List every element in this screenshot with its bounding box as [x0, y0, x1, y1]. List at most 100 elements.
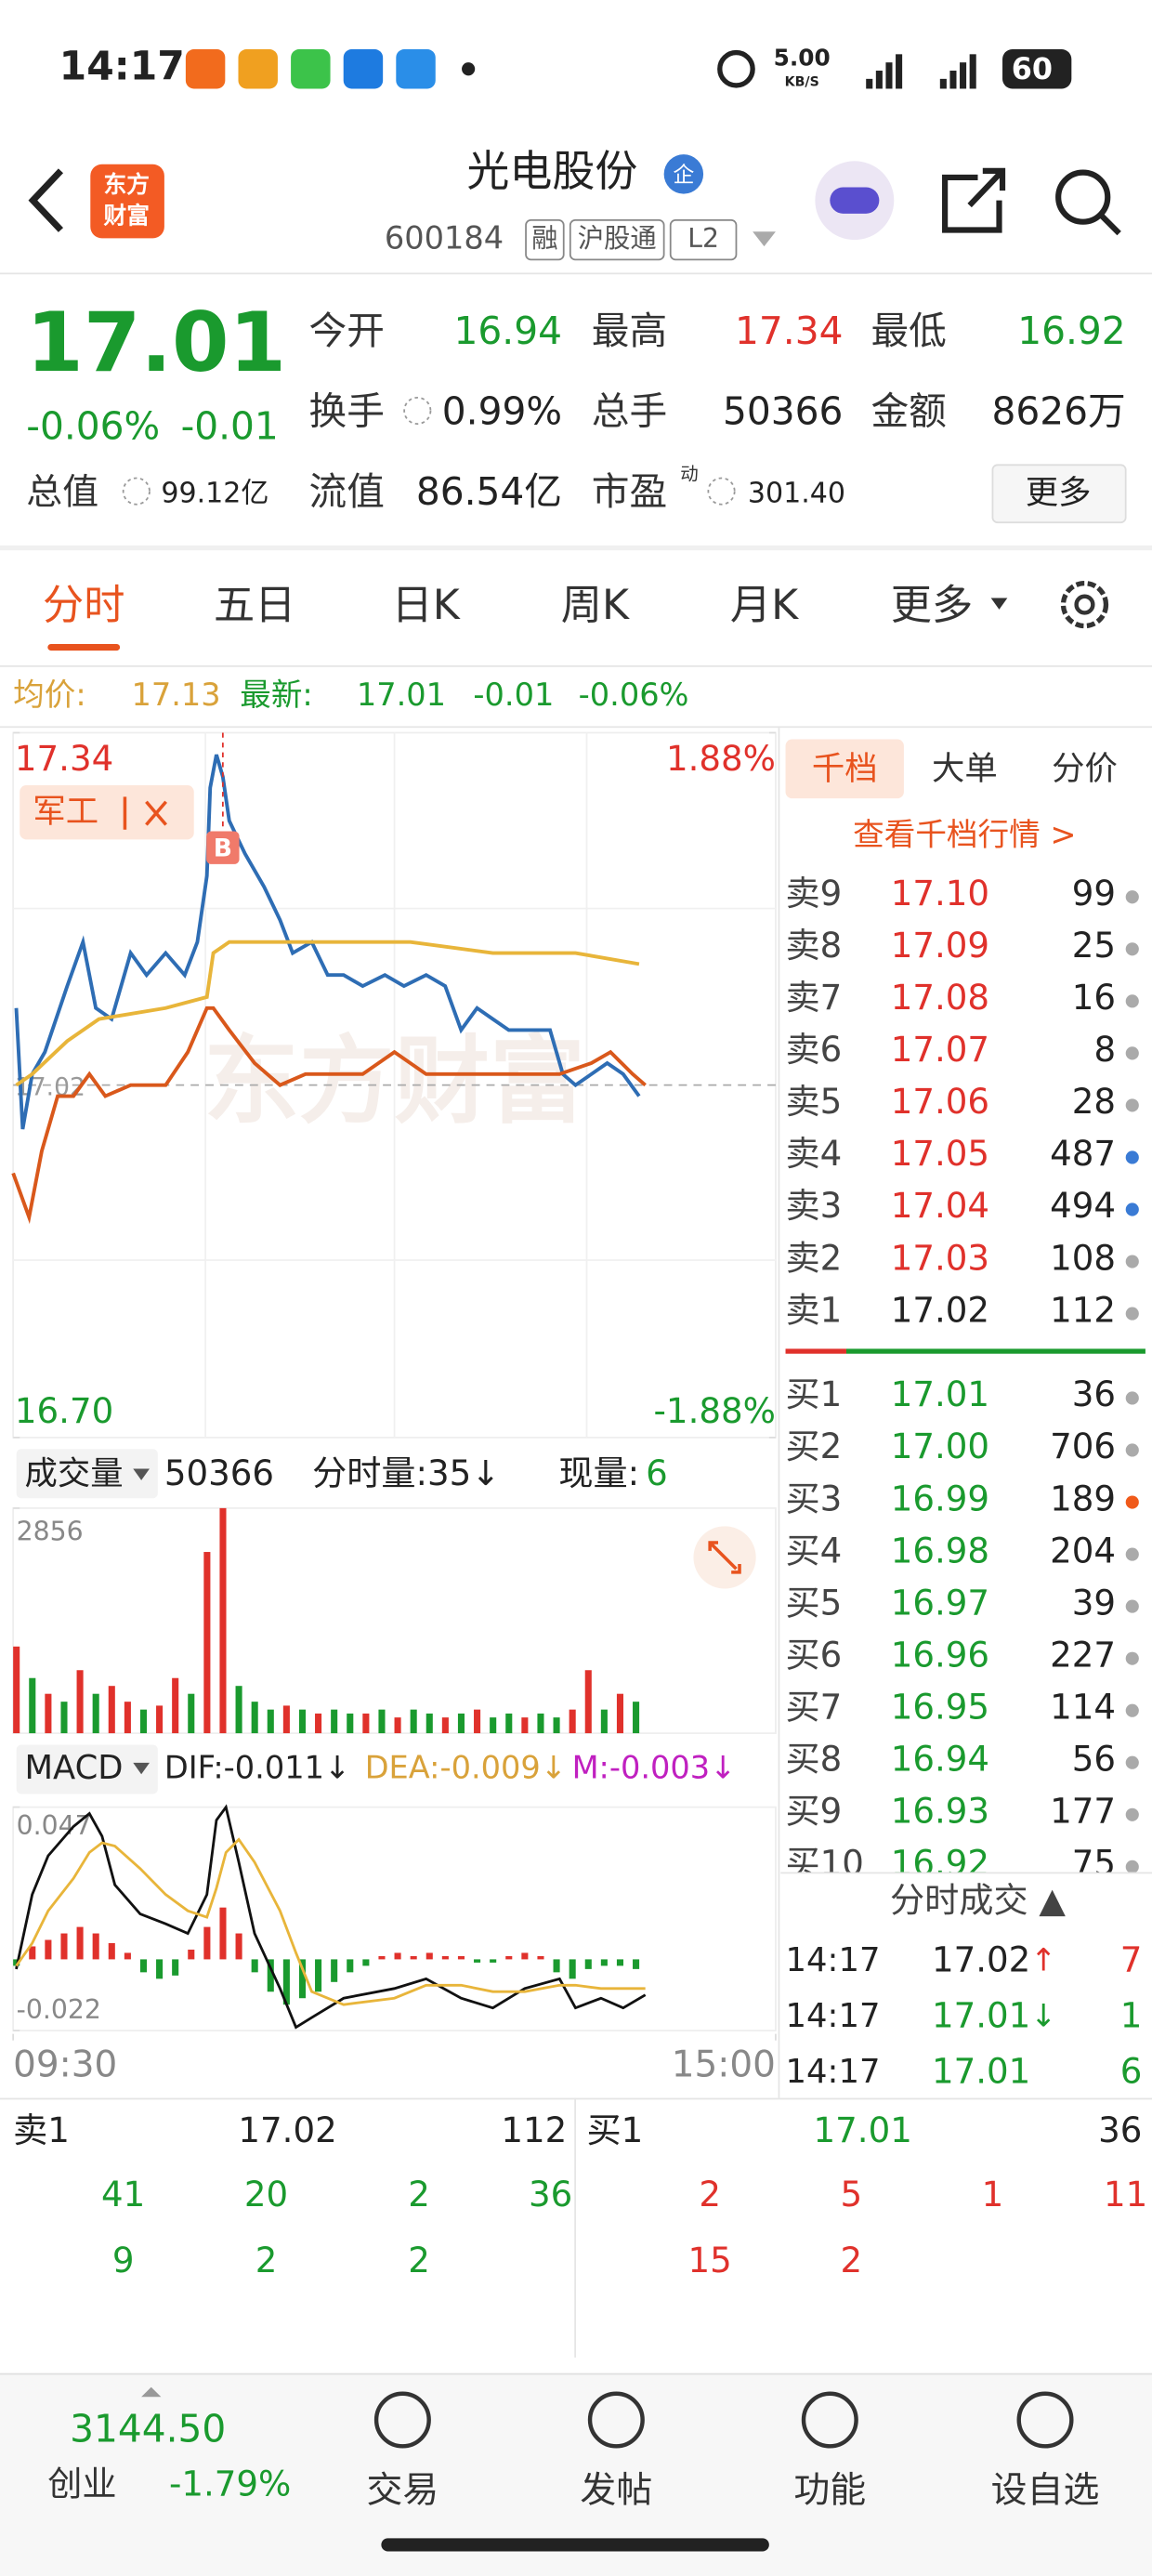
level-label: 买4 — [786, 1531, 843, 1571]
tab[interactable]: 更多 — [891, 582, 973, 629]
volume-bar — [490, 1717, 497, 1734]
macd-bar — [76, 1926, 84, 1960]
level-price: 16.99 — [891, 1479, 989, 1518]
level-price: 16.96 — [891, 1635, 989, 1675]
index-value[interactable]: 3144.50 — [70, 2406, 226, 2451]
level-volume: 56 — [1072, 1739, 1116, 1779]
level-dot — [1125, 1807, 1139, 1821]
y2-tick-label: -1.88% — [654, 1391, 776, 1431]
price-line — [11, 1005, 647, 1225]
stat-label: 总手 — [592, 389, 667, 434]
back-button[interactable] — [28, 168, 64, 232]
trade-time: 14:17 — [786, 1997, 881, 2035]
current-volume: 6 — [646, 1453, 668, 1493]
app-icon — [343, 49, 384, 89]
macd-line — [15, 1837, 646, 2006]
tag-box — [669, 219, 738, 261]
volume-bar — [203, 1552, 211, 1734]
nav-icon[interactable] — [801, 2391, 858, 2449]
caret — [133, 1468, 150, 1480]
queue-volume: 2 — [255, 2241, 278, 2280]
y-tick-label: -0.022 — [17, 1994, 101, 2025]
macd-bar — [457, 1955, 465, 1960]
book-tab[interactable]: 千档 — [812, 750, 878, 788]
dea-value: DEA:-0.009↓ — [365, 1749, 567, 1785]
macd-bar — [267, 1959, 274, 1992]
nav-label[interactable]: 功能 — [793, 2469, 866, 2511]
trade-time: 14:17 — [786, 1941, 881, 1979]
selector[interactable] — [16, 1449, 158, 1499]
more-button-text[interactable]: 更多 — [1026, 474, 1092, 512]
queue-volume: 20 — [244, 2175, 288, 2215]
macd-bar — [600, 1959, 608, 1966]
level-price: 17.07 — [891, 1030, 989, 1070]
dropdown[interactable] — [753, 231, 776, 247]
search-icon[interactable] — [1055, 169, 1111, 225]
nav-label[interactable]: 发帖 — [580, 2469, 652, 2511]
level-volume: 112 — [1050, 1290, 1116, 1330]
app-icon — [396, 49, 436, 89]
book-tab[interactable]: 分价 — [1052, 750, 1118, 788]
stat-label: 今开 — [309, 309, 385, 353]
level-dot — [1125, 1703, 1139, 1717]
macd-line — [15, 1804, 647, 2030]
signal-bar — [875, 71, 883, 89]
level-dot — [1125, 1443, 1139, 1457]
tab[interactable]: 月K — [730, 582, 799, 629]
macd-bar — [425, 1952, 433, 1960]
nav-icon[interactable] — [373, 2391, 431, 2449]
queue-volume: 9 — [112, 2241, 135, 2280]
level-label: 卖2 — [786, 1238, 843, 1278]
tab[interactable]: 分时 — [43, 582, 124, 629]
stat-label: 流值 — [309, 469, 385, 514]
badge-text: 企 — [673, 164, 694, 188]
tab[interactable]: 周K — [561, 582, 630, 629]
trade-price: 17.01 — [932, 2052, 1030, 2092]
book-link[interactable]: 查看千档行情 > — [853, 816, 1076, 852]
volume-bar — [553, 1717, 560, 1734]
macd-bar — [521, 1952, 529, 1960]
app-icon — [238, 49, 278, 89]
tag: 沪股通 — [578, 223, 657, 254]
settings-icon[interactable] — [1060, 580, 1109, 629]
sector-tag-label[interactable]: 军工 — [33, 793, 98, 831]
selector[interactable] — [16, 1744, 158, 1794]
sector-tag[interactable] — [20, 785, 194, 840]
nav-icon[interactable] — [587, 2391, 645, 2449]
trades-title[interactable]: 分时成交 ▲ — [890, 1881, 1066, 1921]
search-handle — [1098, 213, 1121, 236]
volume-bar — [251, 1702, 258, 1734]
tag-close[interactable] — [145, 800, 168, 826]
queue-volume: 2 — [699, 2175, 721, 2215]
stat-label: 换手 — [309, 389, 385, 434]
divider — [0, 726, 1152, 729]
stat-value: 8626万 — [992, 389, 1126, 434]
level-dot — [1125, 1651, 1139, 1665]
share-icon[interactable] — [942, 167, 1006, 233]
trade-arrow: ↑ — [1030, 1941, 1056, 1978]
tab[interactable]: 五日 — [214, 582, 295, 629]
level-price: 16.98 — [891, 1531, 989, 1571]
macd-bar — [394, 1952, 401, 1960]
level-label: 卖6 — [786, 1030, 843, 1070]
more-button[interactable] — [991, 464, 1127, 524]
nav-label[interactable]: 交易 — [366, 2469, 439, 2511]
level-price: 16.94 — [891, 1739, 989, 1779]
level-price: 17.05 — [891, 1134, 989, 1174]
volume-bar — [584, 1670, 592, 1734]
logo-text: 财富 — [103, 202, 150, 229]
selector-label[interactable]: 成交量 — [25, 1455, 124, 1493]
queue-volume: 11 — [1104, 2175, 1147, 2215]
nav-label[interactable]: 设自选 — [991, 2469, 1100, 2511]
selector-label[interactable]: MACD — [25, 1749, 124, 1787]
marker-label: B — [214, 834, 232, 862]
volume-bar — [633, 1702, 640, 1734]
level-price: 17.01 — [891, 1374, 989, 1414]
tab[interactable]: 日K — [392, 582, 461, 629]
nav-icon[interactable] — [1016, 2391, 1074, 2449]
level-price: 17.02 — [238, 2110, 336, 2150]
macd-bar — [616, 1959, 624, 1966]
book-tab[interactable]: 大单 — [932, 750, 998, 788]
macd-bar — [474, 1959, 481, 1963]
stat-value: 0.99% — [442, 389, 562, 434]
